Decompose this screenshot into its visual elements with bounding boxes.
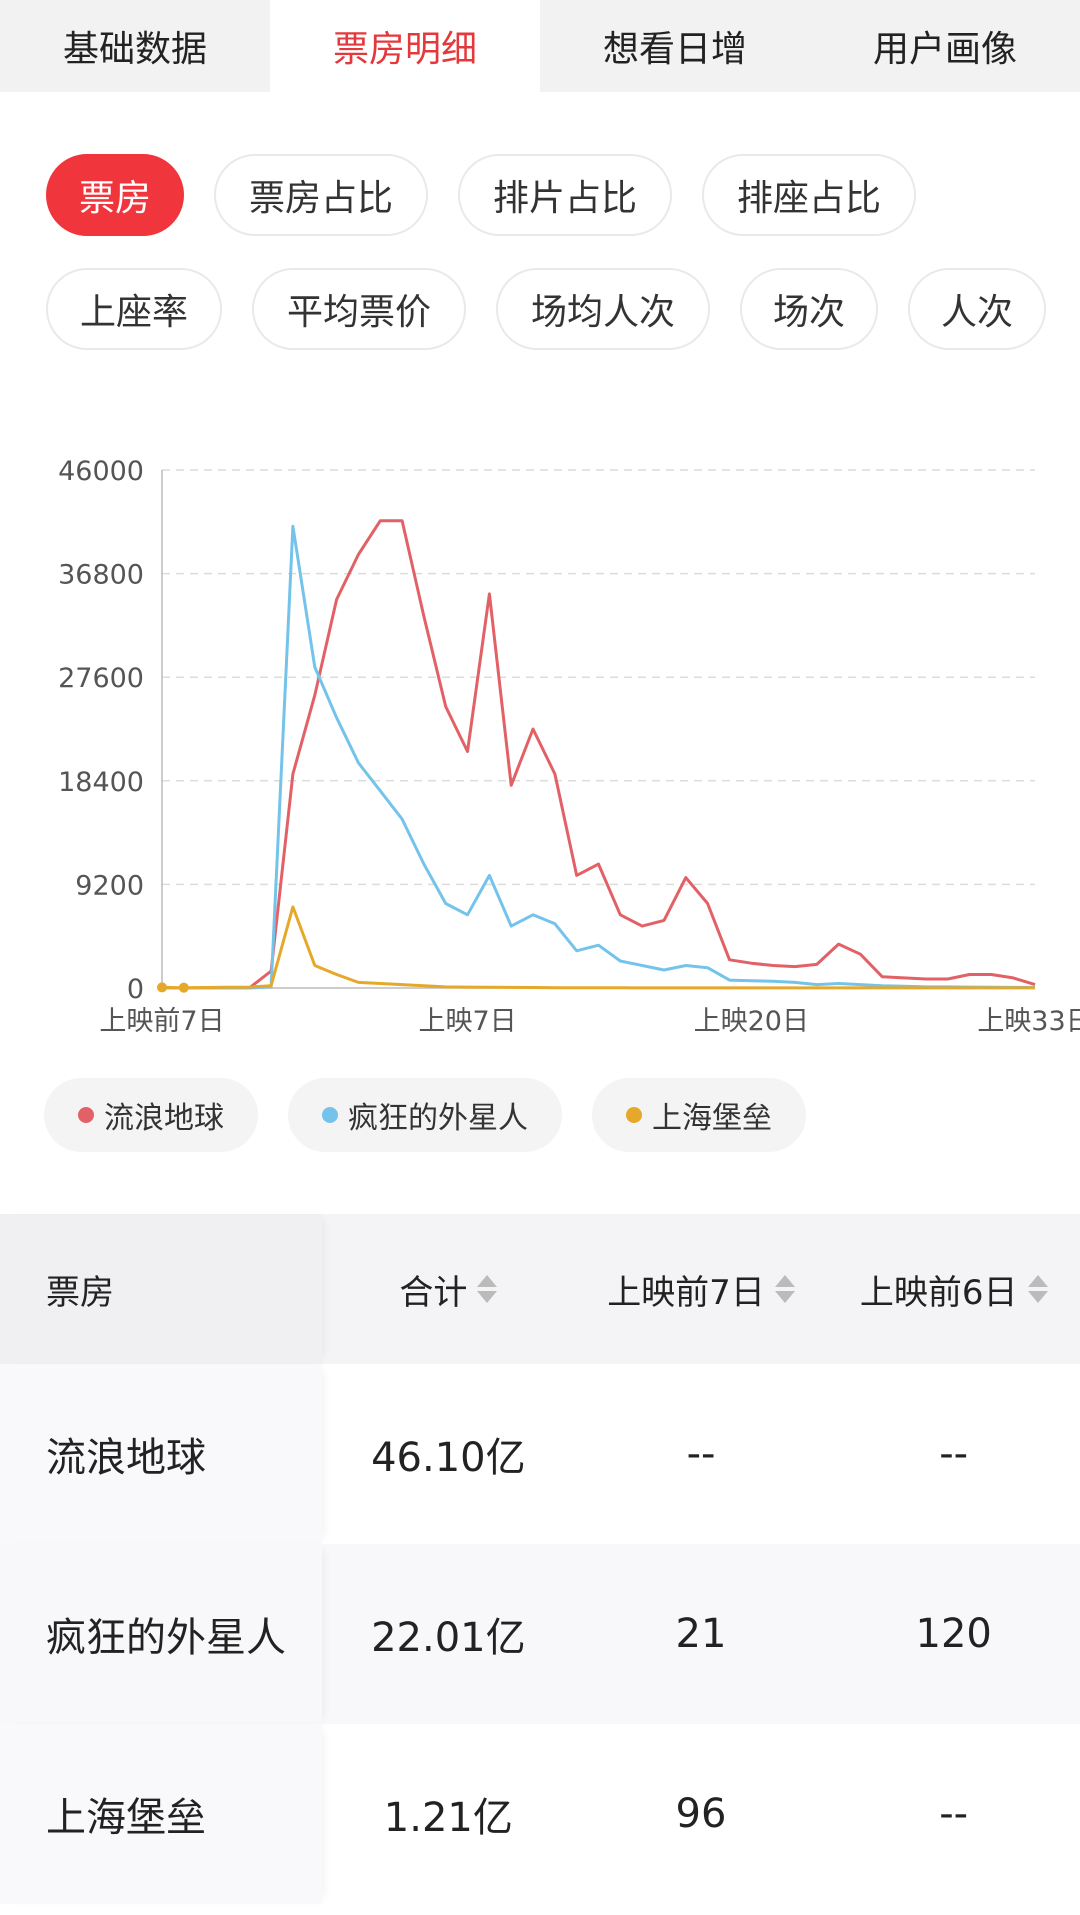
chip-average-ticket-price[interactable]: 平均票价 (252, 268, 466, 350)
series-point (157, 982, 167, 993)
legend-dot-red (78, 1107, 94, 1123)
legend-dot-orange (626, 1107, 642, 1123)
tab-box-office-detail[interactable]: 票房明细 (270, 0, 540, 92)
table-row[interactable]: 上海堡垒 1.21亿 96 -- (0, 1724, 1080, 1904)
row-cell: 21 (675, 1611, 727, 1657)
chart-legend: 流浪地球 疯狂的外星人 上海堡垒 (44, 1078, 806, 1152)
header-label: 合计 (399, 1272, 468, 1313)
y-tick-label: 0 (127, 974, 144, 1005)
legend-label: 疯狂的外星人 (348, 1101, 528, 1136)
x-tick-label: 上映前7日 (99, 1006, 224, 1037)
sort-icon (774, 1275, 795, 1303)
row-cell: -- (939, 1791, 969, 1837)
y-tick-label: 46000 (58, 456, 144, 487)
legend-dot-blue (322, 1107, 338, 1123)
table-row[interactable]: 流浪地球 46.10亿 -- -- (0, 1364, 1080, 1544)
sort-icon (477, 1275, 498, 1303)
row-cell: 1.21亿 (383, 1795, 513, 1841)
chip-avg-viewers-per-show[interactable]: 场均人次 (496, 268, 710, 350)
legend-label: 上海堡垒 (652, 1101, 772, 1136)
series-line-2 (161, 905, 1035, 990)
legend-item-shanghai-fortress[interactable]: 上海堡垒 (592, 1078, 806, 1152)
table-header-total[interactable]: 合计 (322, 1265, 575, 1314)
chip-box-office[interactable]: 票房 (46, 154, 184, 236)
header-label: 上映前6日 (859, 1272, 1018, 1313)
top-tab-bar: 基础数据 票房明细 想看日增 用户画像 (0, 0, 1080, 92)
series-line-0 (162, 519, 1036, 990)
y-tick-label: 9200 (75, 870, 144, 901)
chip-screening-share[interactable]: 排片占比 (458, 154, 672, 236)
x-tick-label: 上映7日 (418, 1006, 516, 1037)
legend-item-crazy-alien[interactable]: 疯狂的外星人 (288, 1078, 562, 1152)
metric-chip-group: 票房 票房占比 排片占比 排座占比 上座率 平均票价 场均人次 场次 人次 (0, 92, 1080, 350)
box-office-line-chart: 46000 36800 27600 18400 9200 0 上映前7日 上映7日 上映20日 上… (0, 440, 1080, 1050)
header-label: 上映前7日 (607, 1272, 765, 1313)
row-cell: -- (686, 1431, 716, 1477)
series-line-1 (162, 524, 1036, 990)
row-movie-name: 疯狂的外星人 (0, 1544, 322, 1724)
series-point (178, 982, 189, 993)
y-tick-label: 27600 (58, 663, 144, 694)
row-movie-name: 流浪地球 (0, 1364, 322, 1544)
table-header-pre7[interactable]: 上映前7日 (575, 1265, 828, 1314)
row-cell: -- (939, 1431, 969, 1477)
x-tick-label: 上映20日 (694, 1006, 809, 1037)
sort-icon (1027, 1275, 1048, 1303)
chip-seat-share[interactable]: 排座占比 (702, 154, 916, 236)
chip-viewers[interactable]: 人次 (908, 268, 1046, 350)
table-header-pre6[interactable]: 上映前6日 (827, 1265, 1080, 1314)
row-cell: 46.10亿 (371, 1435, 526, 1481)
y-tick-label: 36800 (58, 560, 144, 591)
chip-box-office-share[interactable]: 票房占比 (214, 154, 428, 236)
row-cell: 22.01亿 (371, 1615, 526, 1661)
legend-item-wandering-earth[interactable]: 流浪地球 (44, 1078, 258, 1152)
row-cell: 96 (675, 1791, 727, 1837)
table-row[interactable]: 疯狂的外星人 22.01亿 21 120 (0, 1544, 1080, 1724)
box-office-table: 票房 合计 上映前7日 上映前6日 流浪地球 46.10亿 -- -- 疯狂的外… (0, 1214, 1080, 1904)
legend-label: 流浪地球 (104, 1101, 224, 1136)
metric-chip-row-1: 票房 票房占比 排片占比 排座占比 (46, 154, 1080, 236)
tab-want-to-see-daily[interactable]: 想看日增 (602, 29, 747, 70)
metric-chip-row-2: 上座率 平均票价 场均人次 场次 人次 (46, 268, 1080, 350)
chip-occupancy-rate[interactable]: 上座率 (46, 268, 222, 350)
table-header-row: 票房 合计 上映前7日 上映前6日 (0, 1214, 1080, 1364)
x-tick-label: 上映33日 (977, 1006, 1080, 1037)
row-movie-name: 上海堡垒 (0, 1724, 322, 1904)
row-cell: 120 (915, 1611, 992, 1657)
chip-screenings[interactable]: 场次 (740, 268, 878, 350)
table-header-first: 票房 (0, 1214, 322, 1364)
y-tick-label: 18400 (58, 767, 144, 798)
tab-user-profile[interactable]: 用户画像 (872, 29, 1017, 70)
tab-basic-data[interactable]: 基础数据 (62, 29, 207, 70)
